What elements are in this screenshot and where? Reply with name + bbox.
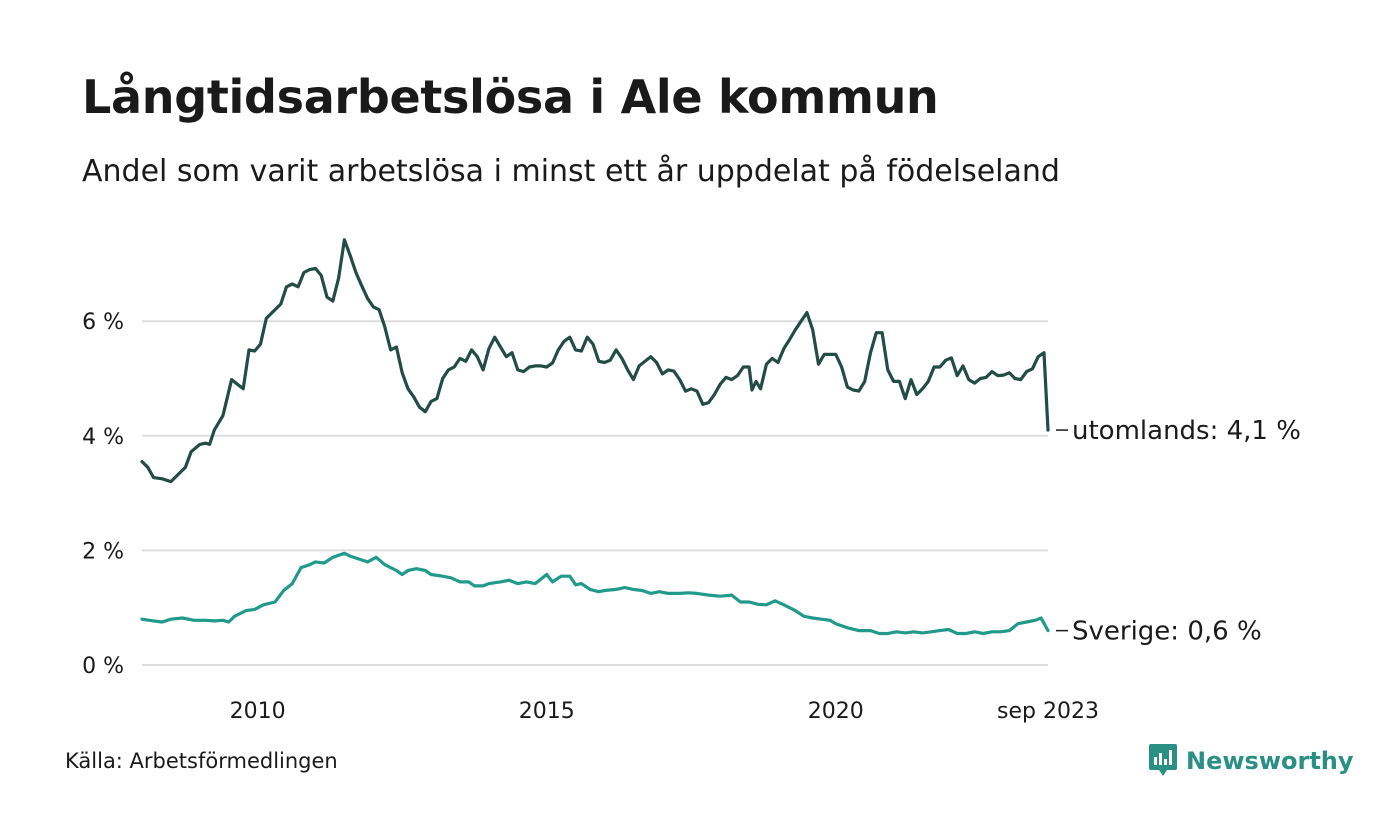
y-tick-label: 6 % [82, 310, 124, 335]
brand-name: Newsworthy [1186, 747, 1354, 775]
x-tick-label: sep 2023 [997, 699, 1099, 724]
x-tick-label: 2015 [519, 699, 575, 724]
gridlines [142, 320, 1048, 666]
y-tick-label: 2 % [82, 539, 124, 564]
series-lines [140, 238, 1050, 636]
y-tick-label: 0 % [82, 654, 124, 679]
end-label-sverige: Sverige: 0,6 % [1072, 617, 1262, 647]
series-line-utomlands [140, 238, 1050, 484]
end-label-utomlands: utomlands: 4,1 % [1072, 416, 1301, 446]
series-line-sverige [140, 551, 1050, 636]
y-tick-label: 4 % [82, 425, 124, 450]
series-end-labels: utomlands: 4,1 % Sverige: 0,6 % [1056, 416, 1301, 647]
y-axis-ticks: 0 % 2 % 4 % 6 % [82, 310, 124, 679]
x-tick-label: 2010 [230, 699, 286, 724]
source-note: Källa: Arbetsförmedlingen [65, 749, 338, 773]
newsworthy-logo-icon [1149, 744, 1177, 776]
chart-title: Långtidsarbetslösa i Ale kommun [82, 70, 939, 124]
x-axis-ticks: 2010 2015 2020 sep 2023 [230, 699, 1099, 724]
x-tick-label: 2020 [808, 699, 864, 724]
newsworthy-brand[interactable]: Newsworthy [1148, 743, 1354, 779]
chart-subtitle: Andel som varit arbetslösa i minst ett å… [82, 154, 1060, 189]
